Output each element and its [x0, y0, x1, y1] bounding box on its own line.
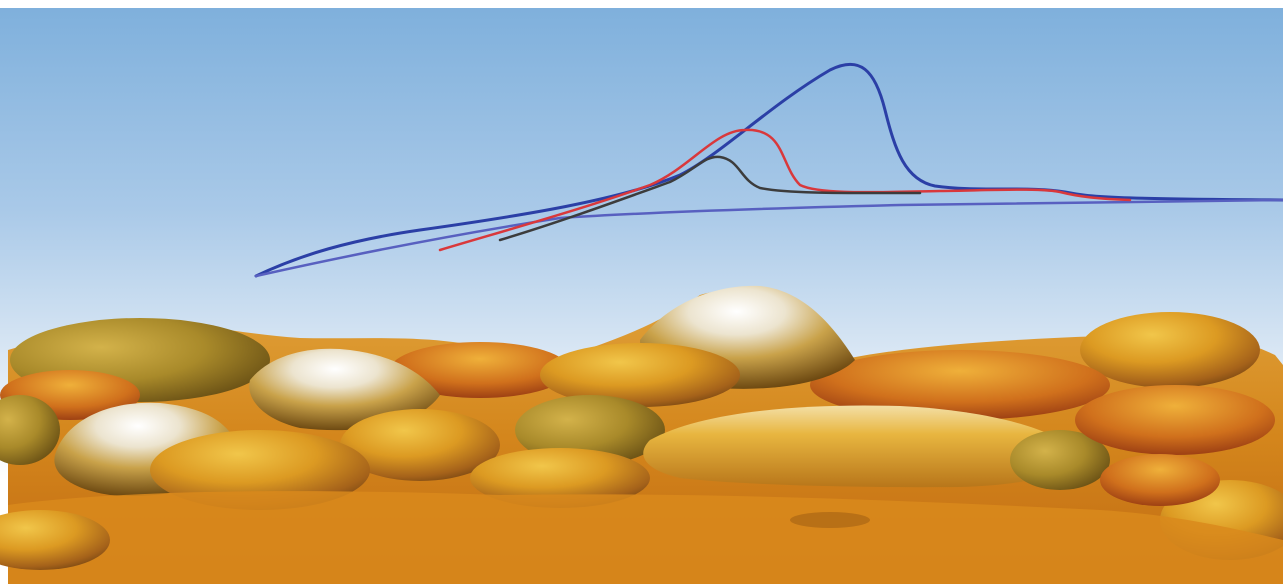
blue-curve-baseline	[254, 198, 1283, 278]
ridge-end-olive	[1010, 430, 1110, 490]
hill-right-lower	[1100, 454, 1220, 506]
hill-lower-left-gold	[150, 430, 370, 510]
afm-terrain	[0, 285, 1283, 584]
foreground-shadow	[790, 512, 870, 528]
hill-center-mid	[515, 395, 665, 465]
hill-right-mid	[1075, 385, 1275, 455]
hill-center-front	[470, 448, 650, 508]
hill-right-back	[1080, 312, 1260, 388]
hill-far-left	[0, 395, 60, 465]
red-curve	[438, 128, 1132, 252]
black-curve	[498, 155, 922, 242]
hill-mid-gold	[340, 409, 500, 481]
foreground-plane	[8, 491, 1283, 584]
bump-white-left	[249, 348, 440, 431]
force-curves	[254, 62, 1283, 278]
hill-center-back	[390, 342, 570, 398]
ridge-long-right	[643, 405, 1072, 488]
hill-right-red	[810, 350, 1110, 420]
hill-center-gold	[540, 343, 740, 407]
foreground-bump-left	[0, 510, 110, 570]
